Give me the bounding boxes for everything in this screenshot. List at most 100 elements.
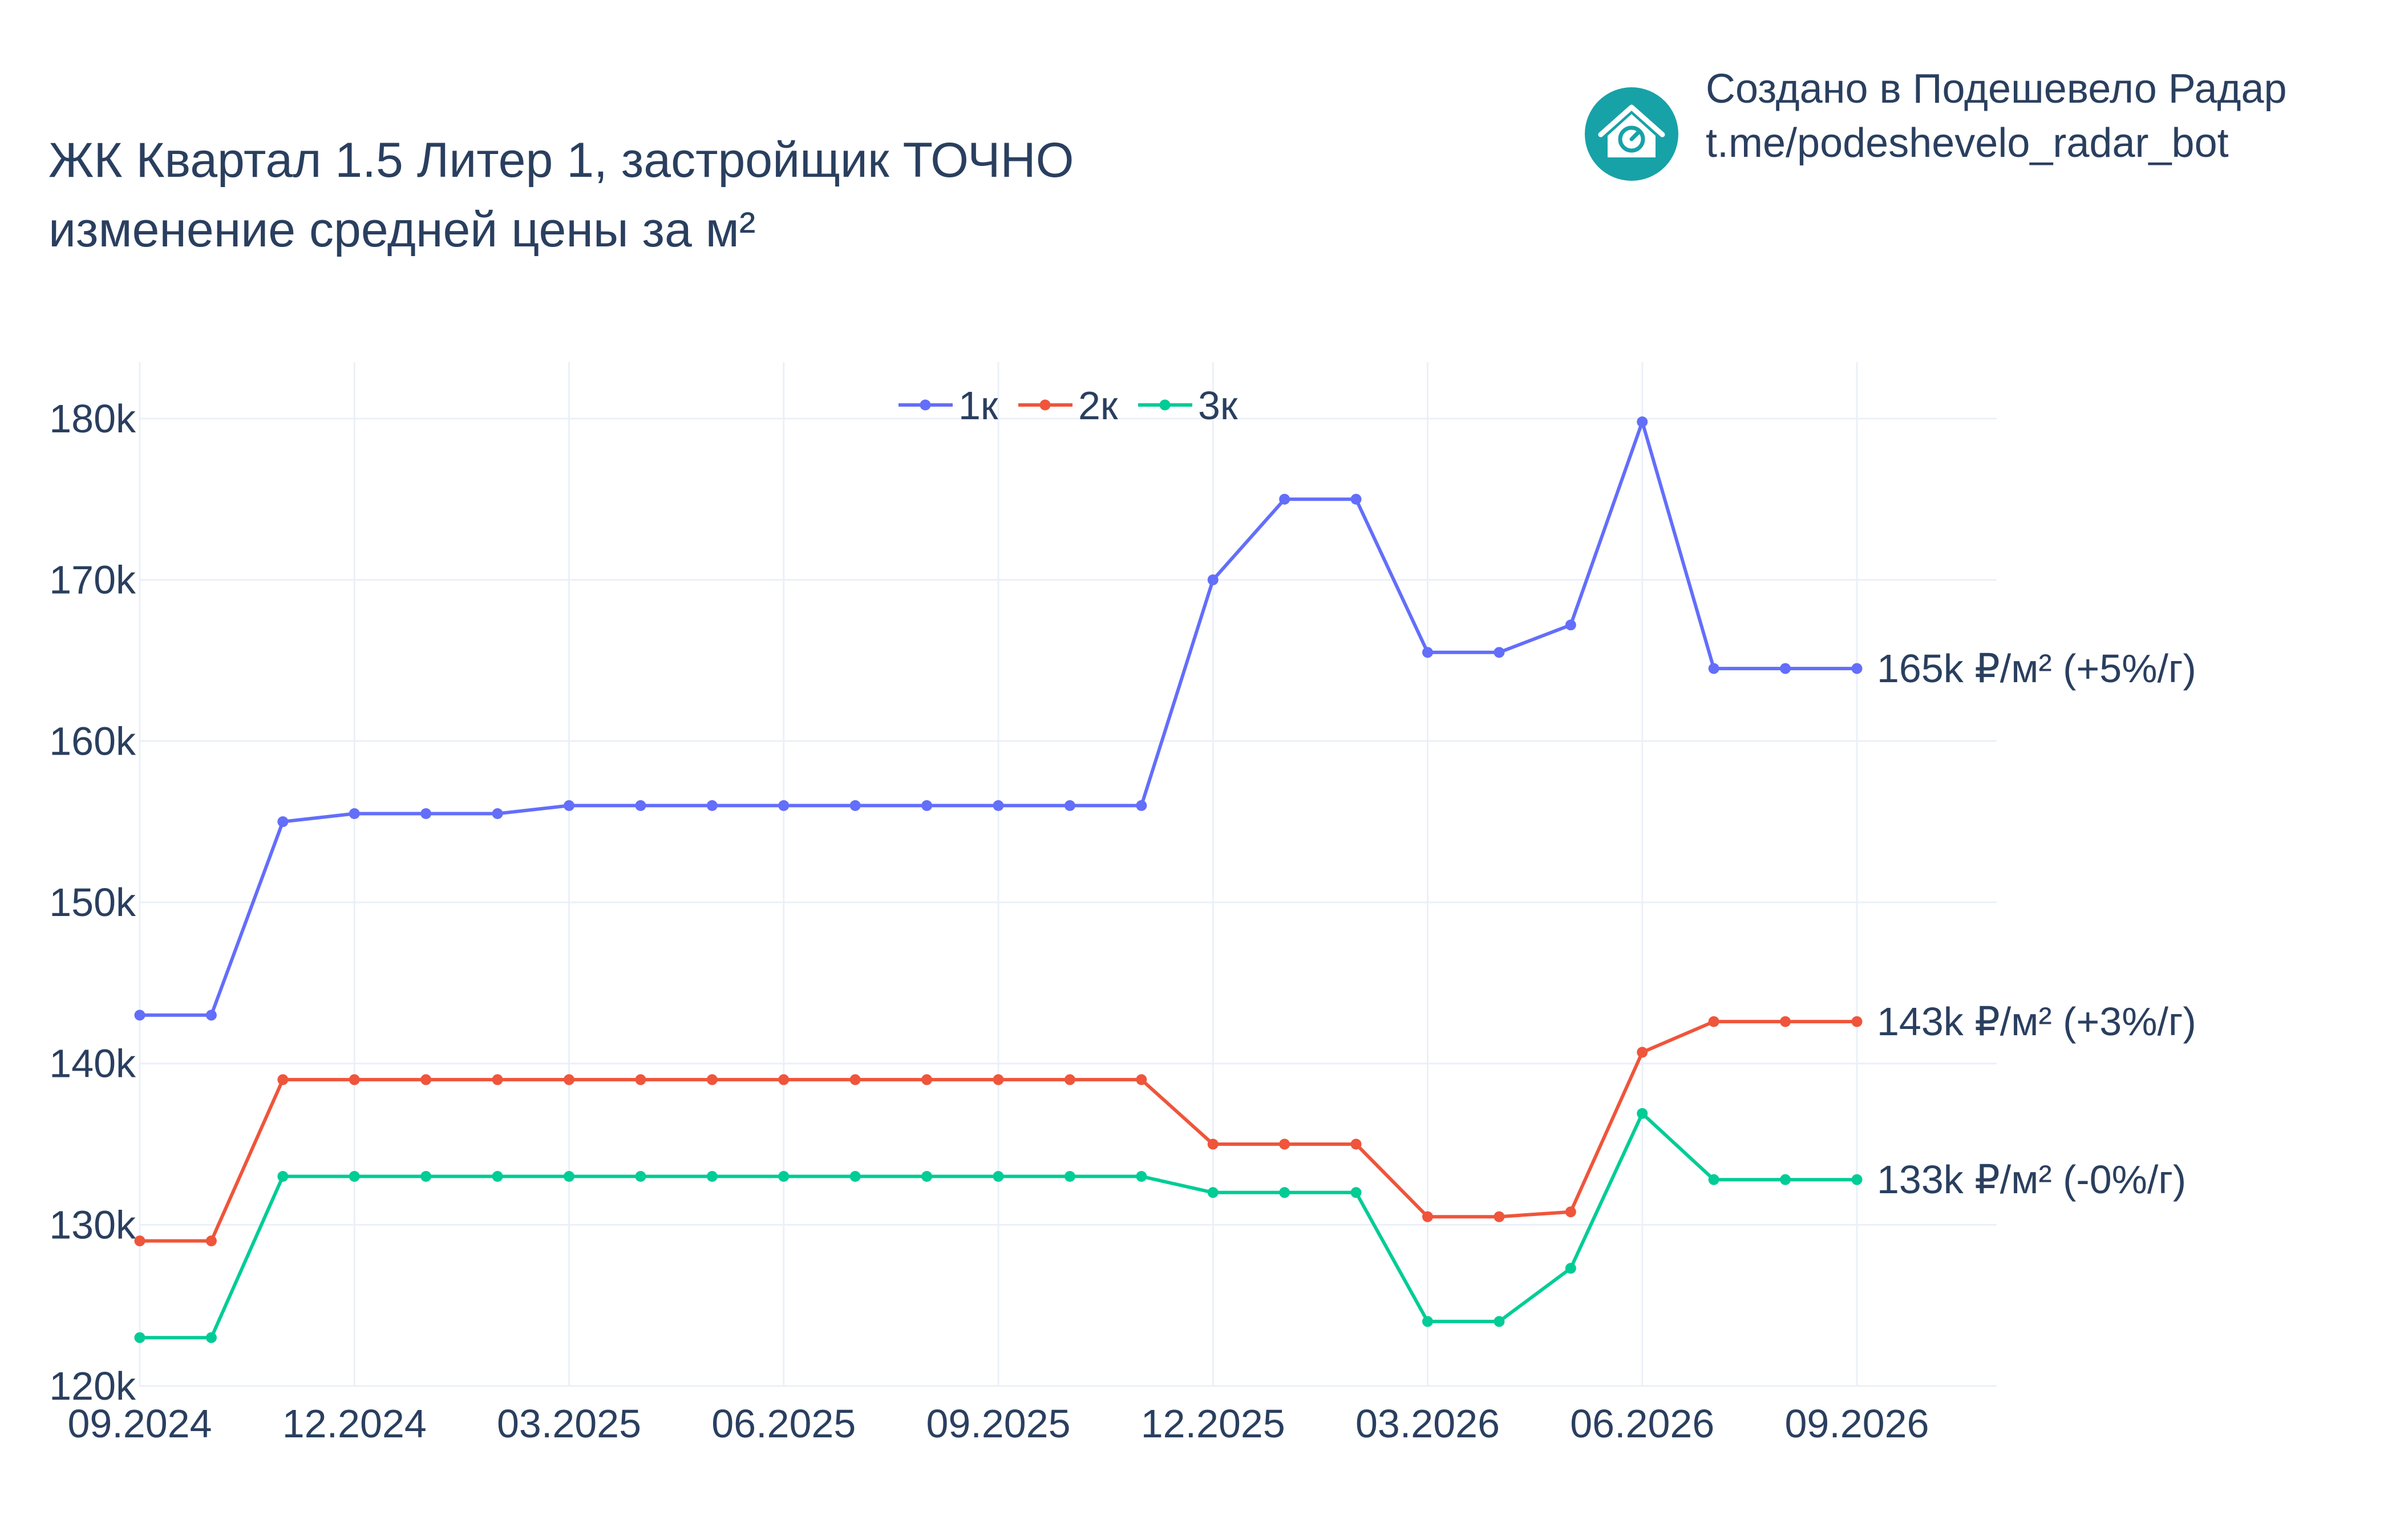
data-point <box>1136 800 1147 811</box>
data-point <box>1780 663 1791 674</box>
data-point <box>635 800 646 811</box>
data-point <box>706 800 718 811</box>
data-point <box>205 1235 217 1247</box>
data-point <box>1708 663 1719 674</box>
data-point <box>778 1074 790 1085</box>
data-point <box>1565 1263 1576 1274</box>
series <box>134 416 1863 1343</box>
data-point <box>706 1171 718 1182</box>
data-point <box>1064 1171 1075 1182</box>
data-point <box>205 1332 217 1343</box>
chart-title-line-1: ЖК Квартал 1.5 Литер 1, застройщик ТОЧНО <box>48 133 1074 188</box>
data-point <box>849 1171 861 1182</box>
end-value-label: 143k ₽/м² (+3%/г) <box>1877 999 2196 1044</box>
x-axis-ticks: 09.2024 12.2024 03.2025 06.2025 09.2025 12.20… <box>67 1401 1929 1446</box>
data-point <box>1279 1187 1290 1198</box>
data-point <box>778 800 790 811</box>
series-1 <box>134 416 1863 1021</box>
data-point <box>1422 1316 1433 1327</box>
data-point <box>1851 1174 1863 1185</box>
legend-marker <box>920 399 931 411</box>
data-point <box>849 800 861 811</box>
data-point <box>1136 1074 1147 1085</box>
data-point <box>1565 1206 1576 1218</box>
data-point <box>706 1074 718 1085</box>
data-point <box>1350 493 1362 505</box>
legend-item-3[interactable]: 3к <box>1138 383 1238 428</box>
data-point <box>492 1074 503 1085</box>
data-point <box>277 1074 289 1085</box>
legend-item-2[interactable]: 2к <box>1018 383 1118 428</box>
data-point <box>1637 1047 1648 1058</box>
data-point <box>564 1074 574 1085</box>
data-point <box>349 1171 360 1182</box>
data-point <box>1851 663 1863 674</box>
data-point <box>349 1074 360 1085</box>
data-point <box>1851 1016 1863 1027</box>
end-labels: 165k ₽/м² (+5%/г) 143k ₽/м² (+3%/г) 133k ₽… <box>1877 646 2196 1202</box>
x-tick-label: 09.2024 <box>67 1401 212 1446</box>
data-point <box>635 1074 646 1085</box>
x-tick-label: 09.2025 <box>926 1401 1070 1446</box>
data-point <box>993 1171 1004 1182</box>
data-point <box>1350 1138 1362 1150</box>
data-point <box>1136 1171 1147 1182</box>
data-point <box>420 1074 432 1085</box>
y-tick-label: 130k <box>49 1202 136 1247</box>
data-point <box>420 808 432 819</box>
gauge-circle <box>1618 125 1645 153</box>
legend-label: 2к <box>1078 383 1118 428</box>
data-point <box>1279 1138 1290 1150</box>
data-point <box>492 1171 503 1182</box>
y-axis-ticks: 120k 130k 140k 150k 160k 170k 180k <box>49 396 136 1408</box>
data-point <box>635 1171 646 1182</box>
legend[interactable]: 1к 2к 3к <box>898 383 1238 428</box>
y-tick-label: 160k <box>49 719 136 763</box>
brand-line-1: Создано в Подешевело Радар <box>1706 66 2287 112</box>
data-point <box>921 1074 933 1085</box>
data-point <box>921 800 933 811</box>
series-3 <box>134 1108 1863 1343</box>
legend-marker <box>1159 399 1171 411</box>
data-point <box>1422 1211 1433 1222</box>
x-tick-label: 06.2026 <box>1570 1401 1714 1446</box>
end-value-label: 133k ₽/м² (-0%/г) <box>1877 1157 2186 1202</box>
data-point <box>993 800 1004 811</box>
data-point <box>1494 1211 1505 1222</box>
data-point <box>1279 493 1290 505</box>
x-tick-label: 12.2025 <box>1141 1401 1285 1446</box>
y-tick-label: 170k <box>49 558 136 602</box>
y-tick-label: 150k <box>49 880 136 925</box>
data-point <box>1207 574 1219 586</box>
legend-label: 1к <box>958 383 998 428</box>
brand-line-2: t.me/podeshevelo_radar_bot <box>1706 120 2229 166</box>
x-tick-label: 03.2025 <box>497 1401 641 1446</box>
legend-label: 3к <box>1198 383 1238 428</box>
legend-item-1[interactable]: 1к <box>898 383 998 428</box>
end-value-label: 165k ₽/м² (+5%/г) <box>1877 646 2196 691</box>
x-tick-label: 09.2026 <box>1784 1401 1929 1446</box>
data-point <box>1780 1016 1791 1027</box>
data-point <box>1064 1074 1075 1085</box>
data-point <box>1708 1016 1719 1027</box>
data-point <box>1637 1108 1648 1119</box>
brand-logo <box>1585 87 1678 181</box>
house-roof-arrow <box>1598 104 1665 137</box>
data-point <box>564 1171 574 1182</box>
data-point <box>277 816 289 828</box>
chart-title-line-2: изменение средней цены за м² <box>48 202 755 257</box>
data-point <box>1494 1316 1505 1327</box>
gauge-needle <box>1629 129 1642 141</box>
data-point <box>849 1074 861 1085</box>
data-point <box>1422 647 1433 658</box>
data-point <box>205 1010 217 1021</box>
data-point <box>1637 416 1648 428</box>
data-point <box>277 1171 289 1182</box>
data-point <box>993 1074 1004 1085</box>
house-shape <box>1608 114 1656 157</box>
data-point <box>420 1171 432 1182</box>
x-tick-label: 12.2024 <box>282 1401 427 1446</box>
y-tick-label: 120k <box>49 1364 136 1408</box>
y-tick-label: 180k <box>49 396 136 441</box>
